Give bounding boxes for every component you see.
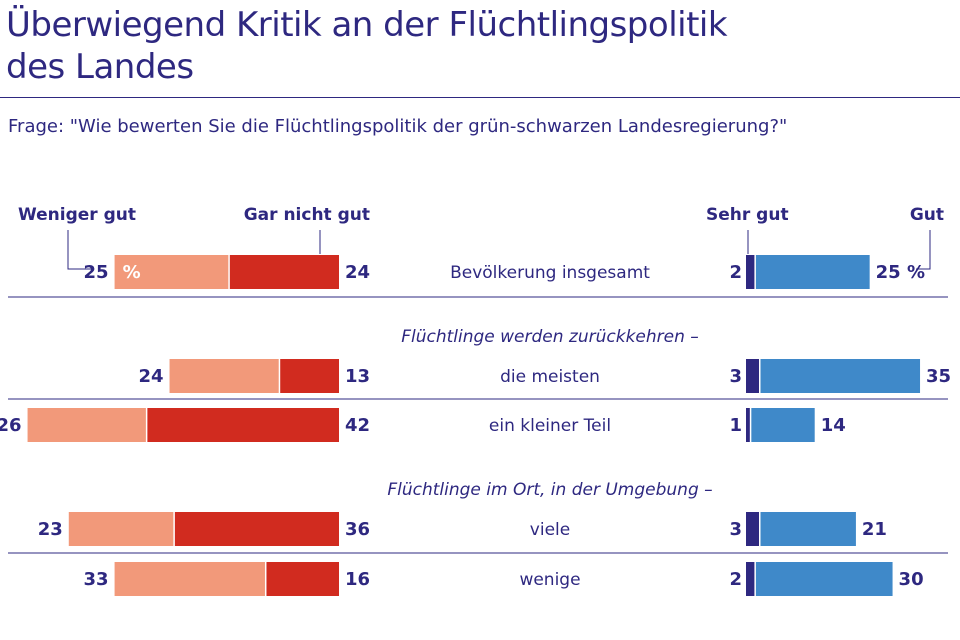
bar-gut [759, 359, 921, 393]
legend-gar-nicht-gut: Gar nicht gut [244, 205, 370, 225]
bar-sehr-gut [746, 512, 760, 546]
bar-gut [750, 408, 815, 442]
value-label-gut: 25 % [876, 262, 925, 283]
bar-sehr-gut [746, 562, 756, 596]
survey-question: Frage: "Wie bewerten Sie die Flüchtlings… [8, 116, 788, 137]
bar-sehr-gut [746, 359, 760, 393]
title-divider [0, 97, 960, 98]
bar-gut [759, 512, 856, 546]
group-label-1: Flüchtlinge werden zurückkehren – [401, 327, 699, 347]
bar-gut [755, 562, 893, 596]
value-label-gar-nicht-gut: 24 [345, 262, 370, 283]
bar-gut [755, 255, 870, 289]
value-label-gut: 30 [899, 569, 924, 590]
value-label-gut: 35 [926, 366, 951, 387]
category-label: Bevölkerung insgesamt [450, 263, 650, 283]
bar-weniger-gut [169, 359, 280, 393]
value-label-sehr-gut: 1 [729, 415, 742, 436]
bar-gar-nicht-gut [265, 562, 339, 596]
legend-sehr-gut: Sehr gut [706, 205, 789, 225]
category-label: die meisten [500, 367, 600, 387]
legend-connector-gut [916, 230, 931, 270]
bar-gar-nicht-gut [146, 408, 339, 442]
value-label-weniger-gut: 33 [84, 569, 109, 590]
bar-gar-nicht-gut [279, 359, 339, 393]
legend-connector-weniger-gut [67, 230, 94, 270]
bar-weniger-gut [27, 408, 147, 442]
bar-sehr-gut [746, 255, 756, 289]
bar-gar-nicht-gut [174, 512, 339, 546]
value-label-sehr-gut: 3 [729, 519, 742, 540]
value-label-weniger-gut: 24 [138, 366, 163, 387]
value-label-weniger-gut: 25 [84, 262, 109, 283]
value-label-gar-nicht-gut: 36 [345, 519, 370, 540]
percent-sign: % [123, 262, 141, 283]
value-label-gar-nicht-gut: 42 [345, 415, 370, 436]
category-label: ein kleiner Teil [489, 416, 611, 436]
bar-gar-nicht-gut [229, 255, 339, 289]
category-label: wenige [519, 570, 580, 590]
value-label-gar-nicht-gut: 16 [345, 569, 370, 590]
legend-gut: Gut [910, 205, 944, 225]
bar-weniger-gut [114, 255, 230, 289]
chart-title: Überwiegend Kritik an der Flüchtlingspol… [6, 4, 946, 88]
value-label-sehr-gut: 3 [729, 366, 742, 387]
category-label: viele [530, 520, 570, 540]
value-label-gar-nicht-gut: 13 [345, 366, 370, 387]
bar-sehr-gut [746, 408, 751, 442]
group-label-2: Flüchtlinge im Ort, in der Umgebung – [387, 480, 712, 500]
legend-weniger-gut: Weniger gut [18, 205, 136, 225]
chart-title-line1: Überwiegend Kritik an der Flüchtlingspol… [6, 5, 728, 45]
value-label-gut: 14 [821, 415, 846, 436]
chart-title-line2: des Landes [6, 47, 194, 87]
bar-weniger-gut [114, 562, 266, 596]
value-label-sehr-gut: 2 [729, 569, 742, 590]
value-label-weniger-gut: 26 [0, 415, 22, 436]
value-label-weniger-gut: 23 [38, 519, 63, 540]
bar-weniger-gut [68, 512, 175, 546]
value-label-gut: 21 [862, 519, 887, 540]
value-label-sehr-gut: 2 [729, 262, 742, 283]
